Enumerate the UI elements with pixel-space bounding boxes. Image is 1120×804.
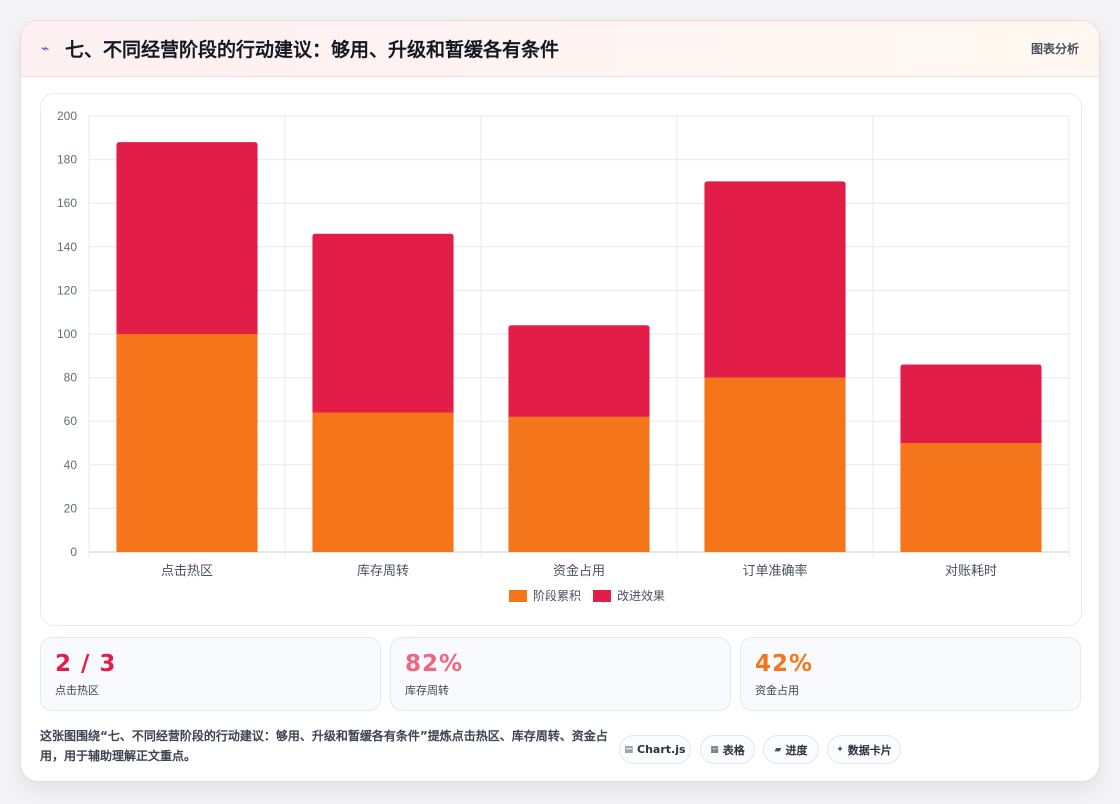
bar-阶段累积-点击热区 (116, 334, 258, 552)
y-tick-label: 40 (64, 458, 78, 472)
y-tick-label: 200 (57, 109, 77, 123)
bar-改进效果-订单准确率 (704, 181, 846, 378)
y-tick-label: 140 (57, 240, 77, 254)
y-tick-label: 180 (57, 153, 77, 167)
legend-swatch (593, 590, 611, 602)
chip-data-card[interactable]: ✦ 数据卡片 (827, 735, 901, 764)
stat-value: 42% (755, 651, 814, 677)
legend-swatch (509, 590, 527, 602)
chip-label: 进度 (785, 743, 808, 757)
legend-label: 改进效果 (617, 588, 665, 603)
sparkle-icon: ✦ (836, 744, 844, 755)
card-header: ⌁ 七、不同经营阶段的行动建议：够用、升级和暂缓各有条件 图表分析 (21, 21, 1099, 77)
chart-container: 0 20 40 60 80 100 120 140 160 180 200 点击热区 库存周转 资金占用 订… (40, 93, 1082, 626)
page-title: 七、不同经营阶段的行动建议：够用、升级和暂缓各有条件 (65, 39, 560, 61)
x-tick-label: 库存周转 (357, 563, 409, 579)
y-tick-label: 0 (70, 545, 77, 559)
chip-progress[interactable]: ▰ 进度 (763, 735, 819, 764)
y-tick-label: 100 (57, 327, 77, 341)
y-tick-label: 120 (57, 283, 77, 297)
y-tick-label: 160 (57, 196, 77, 210)
stat-value: 2 / 3 (55, 651, 117, 677)
bar-改进效果-点击热区 (116, 142, 258, 334)
x-tick-label: 对账耗时 (945, 564, 997, 579)
chip-label: 表格 (722, 743, 745, 757)
stat-cards: 2 / 3 点击热区 82% 库存周转 42% 资金占用 (40, 637, 1082, 711)
stat-card-clicks: 2 / 3 点击热区 (40, 637, 381, 711)
chip-label: Chart.js (637, 743, 686, 756)
chart-description: 这张图围绕“七、不同经营阶段的行动建议：够用、升级和暂缓各有条件”提炼点击热区、… (40, 729, 608, 763)
stat-value: 82% (405, 651, 464, 677)
x-tick-label: 资金占用 (553, 563, 605, 579)
stat-label: 库存周转 (405, 684, 449, 697)
legend-label: 阶段累积 (533, 588, 581, 603)
chart-icon: ▤ (624, 744, 633, 755)
y-tick-label: 80 (64, 371, 78, 385)
bar-阶段累积-对账耗时 (900, 443, 1042, 552)
bar-阶段累积-订单准确率 (704, 377, 846, 552)
chip-chartjs[interactable]: ▤ Chart.js (619, 735, 691, 764)
chart-card: ⌁ 七、不同经营阶段的行动建议：够用、升级和暂缓各有条件 图表分析 0 20 40 6… (20, 20, 1100, 782)
stat-card-inventory: 82% 库存周转 (390, 637, 731, 711)
chip-table[interactable]: ▦ 表格 (700, 735, 755, 764)
bar-阶段累积-资金占用 (508, 416, 650, 552)
bar-改进效果-库存周转 (312, 233, 454, 413)
chip-label: 数据卡片 (847, 743, 892, 757)
bar-改进效果-资金占用 (508, 325, 650, 417)
x-tick-label: 点击热区 (161, 564, 213, 579)
bar-阶段累积-库存周转 (312, 412, 454, 552)
chart-analysis-tag: 图表分析 (1030, 42, 1079, 56)
y-tick-label: 20 (64, 501, 78, 515)
table-icon: ▦ (710, 744, 719, 755)
bolt-icon: ⌁ (41, 40, 50, 57)
stat-card-capital: 42% 资金占用 (740, 637, 1081, 711)
bar-改进效果-对账耗时 (900, 364, 1042, 443)
progress-icon: ▰ (774, 744, 782, 755)
y-tick-label: 60 (64, 414, 78, 428)
stat-label: 点击热区 (55, 684, 99, 697)
stacked-bar-chart: 0 20 40 60 80 100 120 140 160 180 200 点击热区 库存周转 资金占用 订… (57, 109, 1070, 603)
x-tick-label: 订单准确率 (742, 563, 807, 579)
stat-label: 资金占用 (755, 684, 799, 697)
